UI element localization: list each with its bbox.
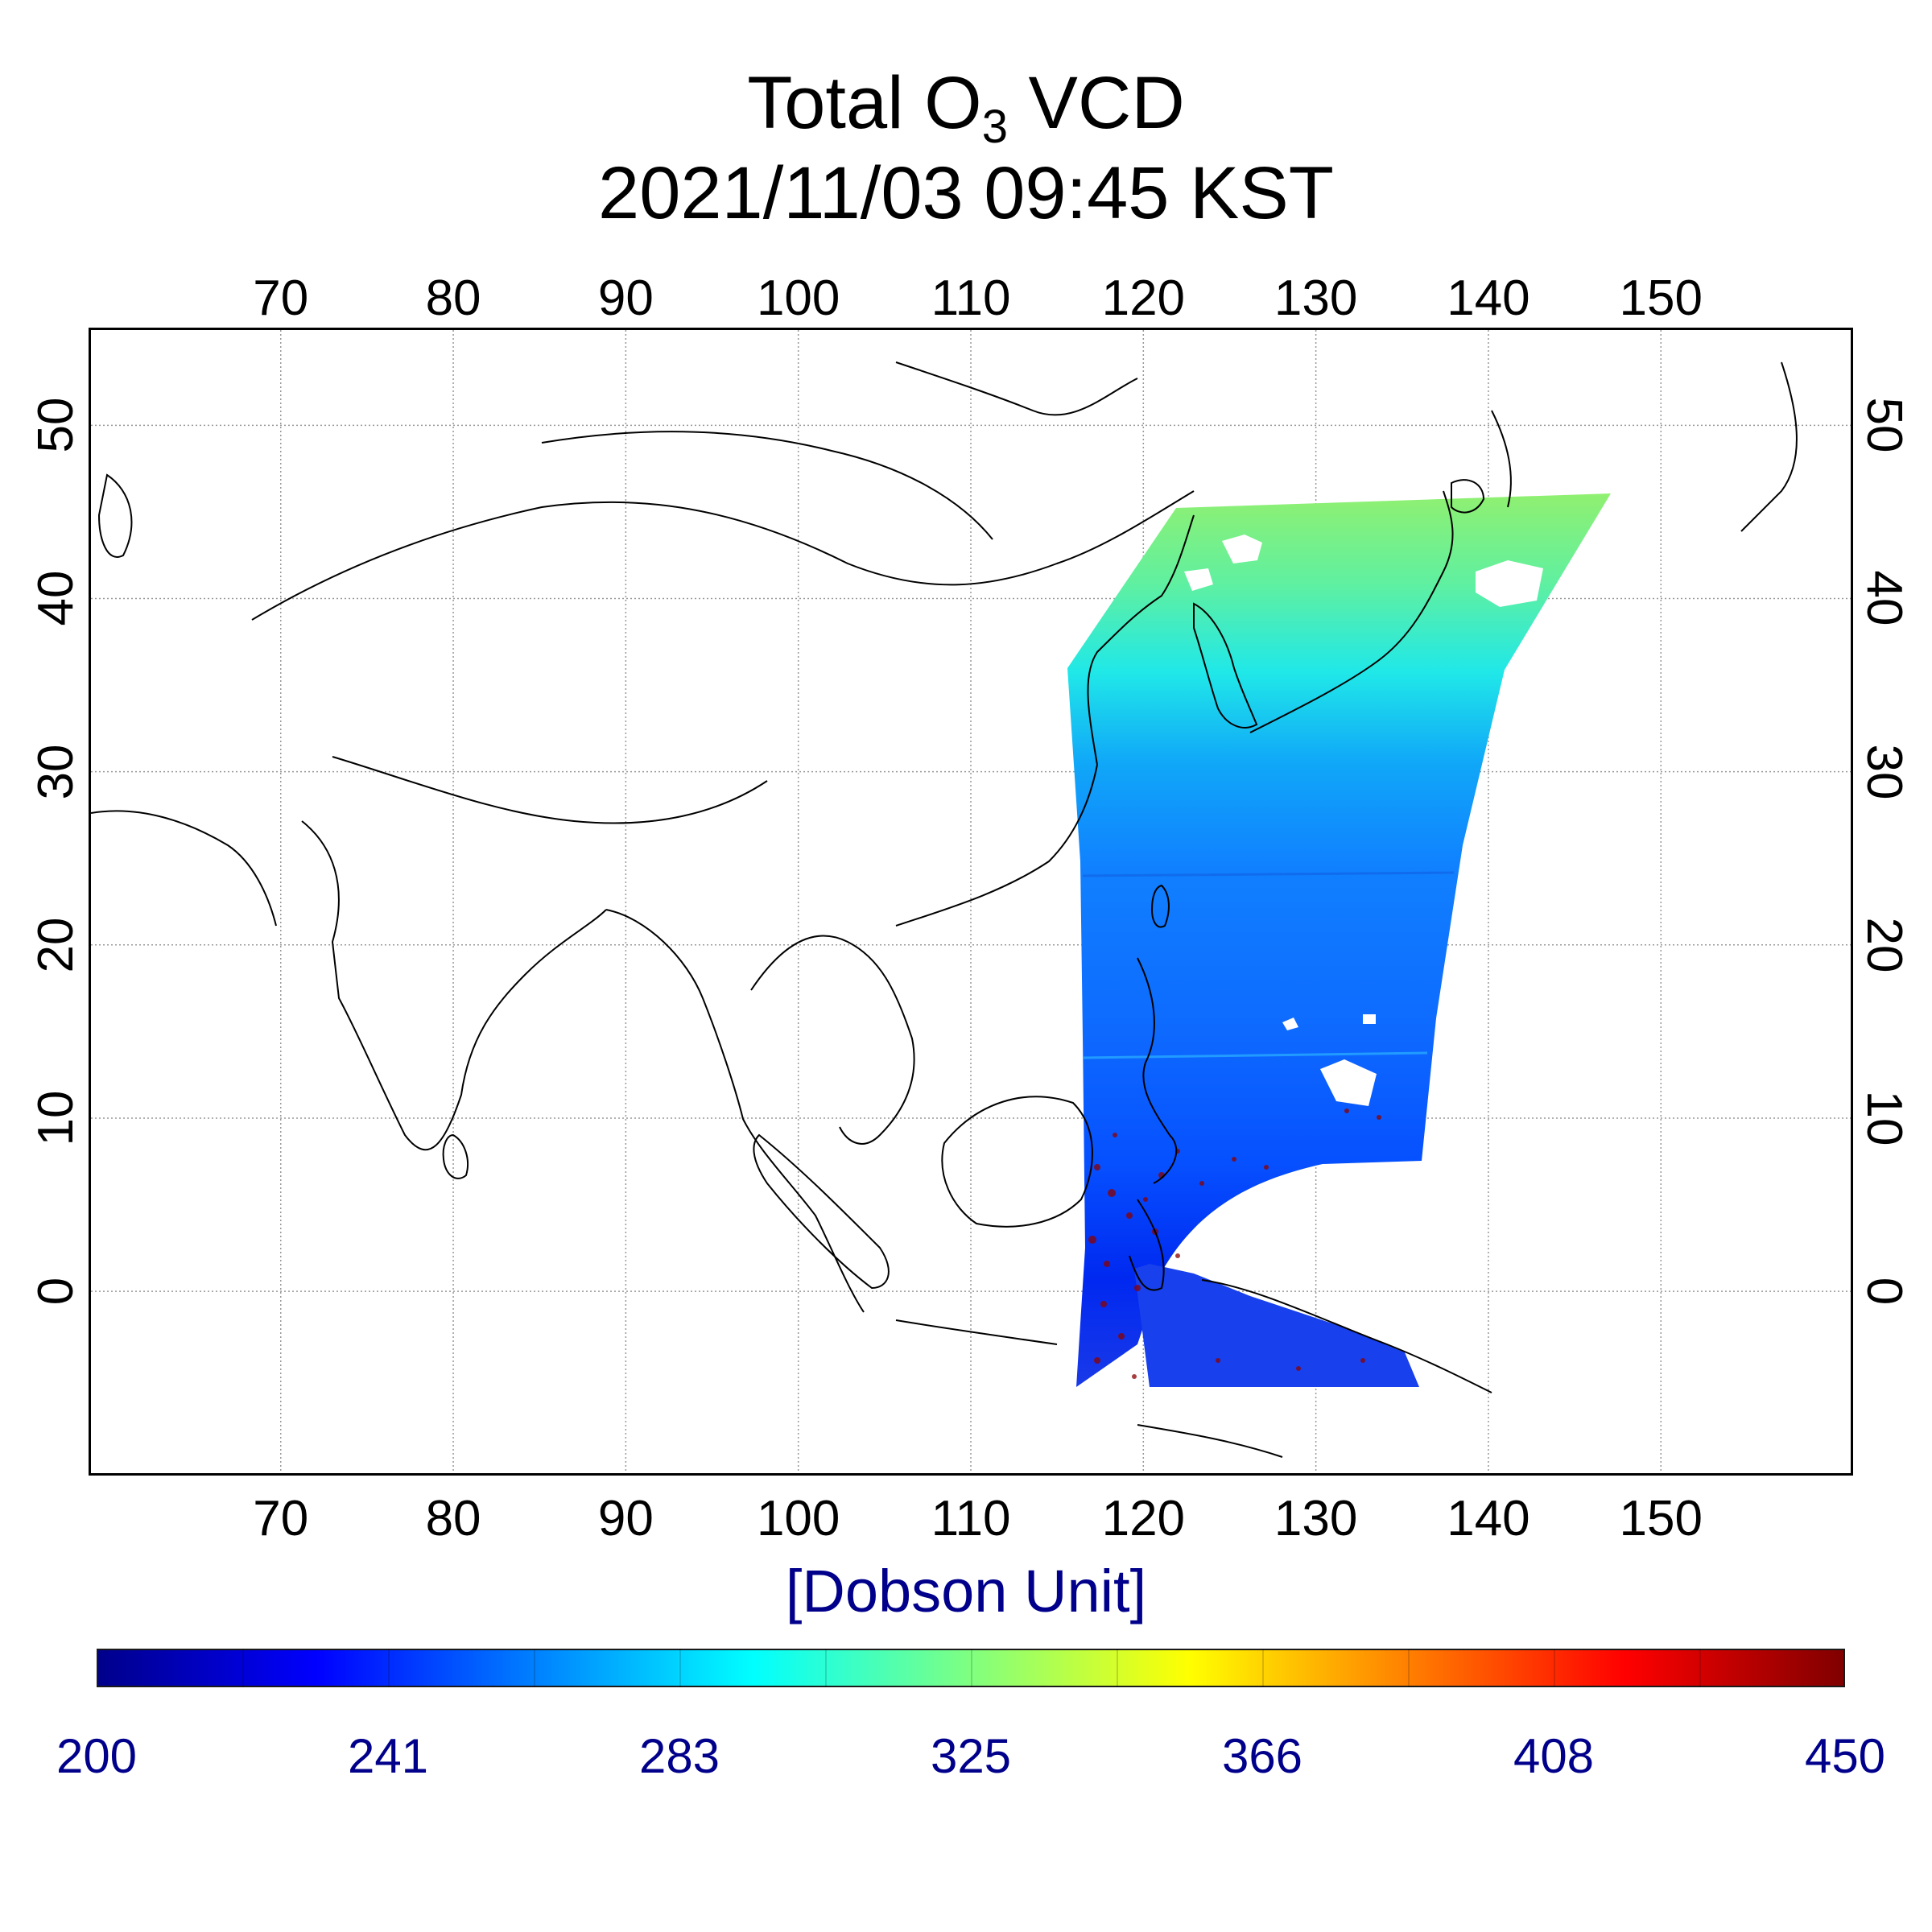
missing-patch — [1363, 1014, 1376, 1024]
coastline-japan — [1249, 490, 1454, 733]
top-longitude-tick-label: 140 — [1447, 270, 1530, 326]
left-latitude-tick-label: 10 — [28, 1090, 84, 1146]
right-latitude-tick-label: 40 — [1856, 571, 1912, 626]
left-latitude-tick-label: 30 — [28, 744, 84, 800]
colorbar-tick-label: 408 — [1513, 1729, 1595, 1783]
top-longitude-tick-label: 110 — [931, 270, 1011, 326]
colorbar-unit-label: [Dobson Unit] — [785, 1558, 1147, 1624]
colorbar-segment-divider — [825, 1649, 827, 1687]
bottom-longitude-tick-label: 140 — [1447, 1491, 1530, 1546]
colorbar-segment-divider — [1699, 1649, 1701, 1687]
coastline-north — [895, 361, 1138, 416]
top-longitude-tick-label: 150 — [1619, 270, 1703, 326]
colorbar-segment-divider — [242, 1649, 244, 1687]
coastline-east-china — [1087, 514, 1195, 766]
top-longitude-tick-label: 130 — [1274, 270, 1358, 326]
colorbar-segments — [97, 1649, 1845, 1687]
border-tibet — [332, 756, 768, 824]
colorbar-segment-divider — [971, 1649, 972, 1687]
right-latitude-tick-label: 30 — [1856, 744, 1912, 800]
missing-patch — [1222, 535, 1262, 564]
coastline-indochina — [750, 935, 915, 1145]
bottom-longitude-tick-label: 80 — [425, 1491, 481, 1546]
left-latitude-tick-label: 40 — [28, 571, 84, 626]
missing-patch — [1572, 607, 1611, 675]
colorbar-tick-label: 241 — [347, 1729, 429, 1783]
right-latitude-tick-label: 20 — [1856, 917, 1912, 973]
missing-patch — [1184, 568, 1213, 591]
chart-title-line1: Total O3 VCD — [747, 62, 1185, 153]
coastline-caspian — [97, 473, 133, 558]
bottom-longitude-tick-label: 120 — [1101, 1491, 1186, 1546]
left-latitude-tick-label: 50 — [28, 397, 84, 453]
coastline-borneo — [941, 1096, 1093, 1228]
top-longitude-tick-label: 100 — [756, 270, 840, 326]
bottom-longitude-tick-label: 110 — [931, 1491, 1011, 1546]
coastline-sulawesi — [1129, 1199, 1165, 1291]
coastline-sri-lanka — [442, 1133, 469, 1179]
ozone-swath-main — [1067, 493, 1611, 1387]
ozone-swath — [1067, 493, 1611, 1387]
chart-title-line2: 2021/11/03 09:45 KST — [598, 152, 1334, 234]
map-plot-area — [89, 328, 1853, 1476]
coastline-kamchatka — [1740, 361, 1798, 532]
colorbar-segment-divider — [1554, 1649, 1555, 1687]
coastline-java — [895, 1319, 1058, 1345]
colorbar-tick-label: 325 — [930, 1729, 1012, 1783]
colorbar-tick-label: 450 — [1804, 1729, 1886, 1783]
top-longitude-tick-label: 120 — [1101, 270, 1186, 326]
left-latitude-tick-label: 20 — [28, 917, 84, 973]
missing-patch — [1282, 1018, 1298, 1030]
top-longitude-tick-label: 70 — [253, 270, 309, 326]
coastlines — [91, 361, 1798, 1458]
coastline-australia — [1137, 1424, 1283, 1458]
right-latitude-tick-label: 10 — [1856, 1090, 1912, 1146]
coastline-sumatra — [753, 1133, 890, 1290]
colorbar-segment-divider — [1408, 1649, 1410, 1687]
map-svg — [91, 330, 1851, 1473]
colorbar-segment-divider — [1262, 1649, 1264, 1687]
coastline-sakhalin — [1491, 410, 1512, 508]
bottom-longitude-tick-label: 150 — [1619, 1491, 1703, 1546]
bottom-longitude-tick-label: 90 — [597, 1491, 654, 1546]
top-longitude-tick-label: 90 — [597, 270, 654, 326]
left-latitude-tick-label: 0 — [28, 1277, 84, 1306]
coastline-hokkaido — [1451, 479, 1485, 514]
colorbar-tick-label: 283 — [638, 1729, 720, 1783]
coastline-taiwan — [1150, 884, 1170, 928]
border-china — [251, 490, 1195, 621]
coastline-korea — [1193, 602, 1258, 729]
coastline-philippines — [1137, 957, 1178, 1184]
right-latitude-tick-label: 50 — [1856, 397, 1912, 453]
map-gridlines — [91, 330, 1851, 1473]
missing-patch — [1476, 560, 1543, 607]
coastline-new-guinea — [1201, 1279, 1492, 1393]
colorbar-tick-label: 366 — [1221, 1729, 1303, 1783]
coastline-south-china — [895, 764, 1098, 927]
top-longitude-tick-label: 80 — [425, 270, 481, 326]
right-latitude-tick-label: 0 — [1856, 1277, 1912, 1306]
colorbar-segment-divider — [388, 1649, 390, 1687]
colorbar-tick-label: 200 — [56, 1729, 138, 1783]
coastline-myanmar — [605, 909, 865, 1313]
high-ozone-speckles — [1088, 1108, 1381, 1379]
bottom-longitude-tick-label: 100 — [756, 1491, 840, 1546]
ozone-swath-new-guinea — [1134, 1264, 1419, 1387]
coastline-arabia — [91, 810, 277, 927]
coastline-india — [301, 820, 607, 1151]
missing-patch — [1320, 1059, 1377, 1106]
colorbar — [97, 1649, 1845, 1687]
colorbar-segment-divider — [679, 1649, 681, 1687]
colorbar-segment-divider — [534, 1649, 535, 1687]
colorbar-segment-divider — [1117, 1649, 1118, 1687]
bottom-longitude-tick-label: 130 — [1274, 1491, 1358, 1546]
border-mongolia — [541, 431, 993, 540]
bottom-longitude-tick-label: 70 — [253, 1491, 309, 1546]
